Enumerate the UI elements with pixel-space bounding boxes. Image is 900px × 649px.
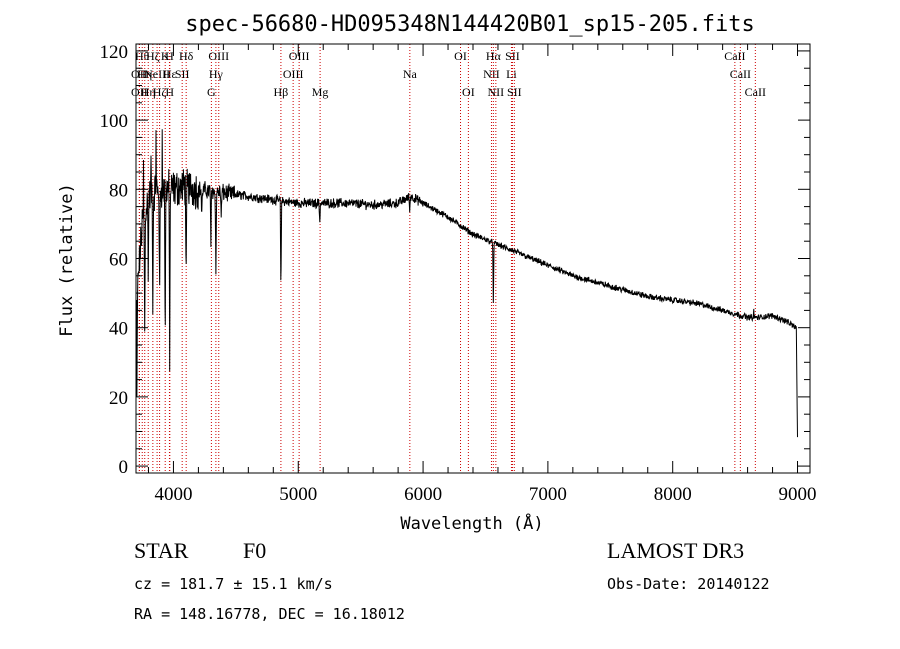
x-tick-label: 5000 xyxy=(279,484,317,505)
x-tick-label: 7000 xyxy=(529,484,567,505)
object-class: STAR xyxy=(134,538,189,563)
line-marker-label: Li xyxy=(506,67,517,81)
y-tick-label: 20 xyxy=(109,388,128,409)
line-marker-label: OI xyxy=(462,85,475,99)
x-axis-label: Wavelength (Å) xyxy=(400,512,543,534)
redshift-value: cz = 181.7 ± 15.1 km/s xyxy=(134,575,333,593)
line-marker-label: G xyxy=(207,85,216,99)
x-tick-label: 4000 xyxy=(154,484,192,505)
y-tick-label: 80 xyxy=(109,180,128,201)
x-tick-label: 6000 xyxy=(404,484,442,505)
line-marker-label: Hα xyxy=(486,49,502,63)
x-tick-label: 8000 xyxy=(654,484,692,505)
y-tick-label: 100 xyxy=(100,111,129,132)
line-markers: OIIOIIHθHηHηHζNeIIIHζKHHεHSIIHδGHγOIIIHβ… xyxy=(131,44,766,473)
x-tick-label: 9000 xyxy=(779,484,817,505)
line-marker-label: SII xyxy=(507,85,522,99)
line-marker-label: K xyxy=(161,49,170,63)
survey-name: LAMOST DR3 xyxy=(607,538,744,563)
line-marker-label: NeIII xyxy=(144,67,170,81)
line-marker-label: NII xyxy=(488,85,505,99)
spectrum-line xyxy=(136,129,798,438)
y-axis-label: Flux (relative) xyxy=(57,183,77,337)
line-marker-label: Hζ xyxy=(146,49,160,63)
line-marker-label: Hθ xyxy=(135,49,150,63)
y-tick-label: 40 xyxy=(109,319,128,340)
line-marker-label: Hη xyxy=(141,85,156,99)
line-marker-label: SII xyxy=(505,49,520,63)
line-marker-label: CaII xyxy=(730,67,751,81)
y-tick-label: 60 xyxy=(109,250,128,271)
line-marker-label: OIII xyxy=(283,67,304,81)
line-marker-label: Hβ xyxy=(274,85,289,99)
line-marker-label: OIII xyxy=(208,49,229,63)
line-marker-label: OII xyxy=(131,85,148,99)
plot-frame xyxy=(135,43,811,474)
obs-date: Obs-Date: 20140122 xyxy=(607,575,770,593)
coordinates: RA = 148.16778, DEC = 16.18012 xyxy=(134,605,405,623)
line-marker-label: CaII xyxy=(745,85,766,99)
chart-title: spec-56680-HD095348N144420B01_sp15-205.f… xyxy=(185,12,755,37)
line-marker-label: OIII xyxy=(289,49,310,63)
line-marker-label: Hδ xyxy=(179,49,194,63)
y-tick-label: 0 xyxy=(119,457,129,478)
line-marker-label: Mg xyxy=(312,85,329,99)
axis-ticks: 4000 5000 6000 7000 8000 9000 0 20 40 60 80 100 120 xyxy=(100,42,817,505)
line-marker-label: Hγ xyxy=(209,67,224,81)
line-marker-label: OI xyxy=(454,49,467,63)
y-tick-label: 120 xyxy=(100,42,129,63)
line-marker-label: H xyxy=(165,85,174,99)
line-marker-label: NII xyxy=(483,67,500,81)
line-marker-label: CaII xyxy=(724,49,745,63)
line-marker-label: Hζ xyxy=(153,85,167,99)
line-marker-label: Na xyxy=(403,67,418,81)
subclass: F0 xyxy=(243,538,266,563)
line-marker-label: SII xyxy=(175,67,190,81)
